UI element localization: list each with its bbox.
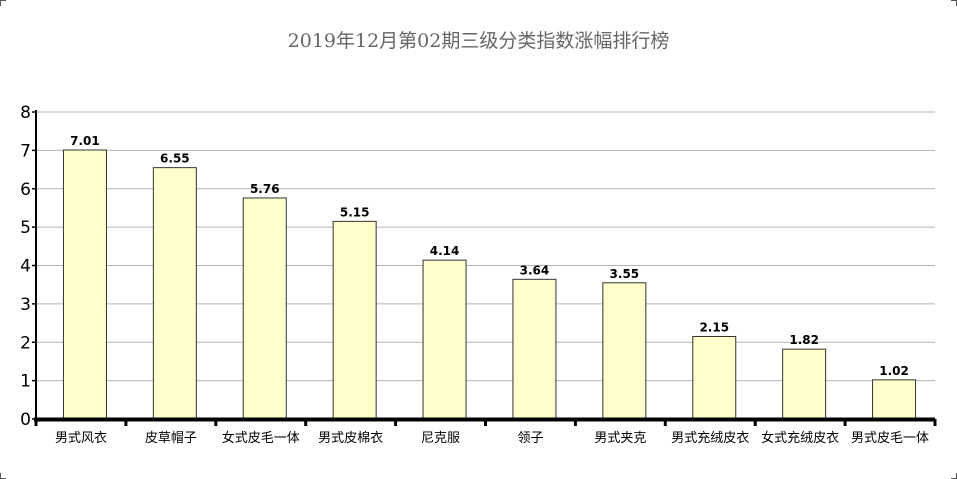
x-tick-label: 男式皮棉衣 (318, 430, 383, 446)
bar-0 (62, 149, 107, 420)
x-tick-label: 女式皮毛一体 (222, 430, 300, 446)
data-label: 5.15 (340, 205, 370, 219)
data-label: 7.01 (70, 134, 100, 148)
y-tick-label: 0 (20, 410, 31, 430)
y-tick-label: 4 (20, 257, 31, 277)
bar-9 (872, 379, 917, 420)
y-tick-label: 2 (20, 333, 31, 353)
x-tick-label: 男式皮毛一体 (851, 431, 929, 446)
data-label: 2.15 (699, 320, 729, 334)
bar-4 (422, 259, 467, 420)
x-tick-label: 女式充绒皮衣 (761, 430, 839, 446)
x-tick-label: 皮草帽子 (145, 430, 197, 446)
bar-5 (512, 278, 557, 420)
x-tick-label: 尼克服 (421, 431, 460, 446)
y-tick-label: 3 (20, 295, 31, 315)
data-label: 1.02 (879, 364, 909, 378)
data-label: 5.76 (250, 182, 280, 196)
y-tick-label: 1 (20, 372, 31, 392)
bars (62, 149, 917, 420)
bar-3 (332, 220, 377, 420)
bar-7 (692, 335, 737, 420)
x-tick-label: 领子 (517, 431, 543, 446)
data-label: 6.55 (160, 152, 190, 166)
axes (32, 110, 937, 426)
y-tick-label: 6 (20, 180, 31, 200)
y-tick-label: 7 (20, 141, 31, 161)
x-tick-label: 男式充绒皮衣 (671, 430, 749, 446)
labels: 0 1 2 3 4 5 6 7 8 7.01 男式风衣 6.55 皮草帽子 5.76 女式皮毛一体 5.15 男… (20, 103, 929, 446)
x-tick-label: 男式风衣 (55, 430, 107, 446)
x-tick-label: 男式夹克 (594, 431, 646, 446)
bar-2 (242, 197, 287, 420)
bar-8 (782, 348, 827, 420)
data-label: 4.14 (430, 244, 460, 258)
y-tick-label: 8 (20, 103, 31, 123)
data-label: 3.64 (520, 263, 550, 277)
bar-1 (152, 167, 197, 420)
y-tick-label: 5 (20, 218, 31, 238)
bar-6 (602, 282, 647, 420)
data-label: 1.82 (789, 333, 819, 347)
data-label: 3.55 (610, 267, 640, 281)
chart-title: 2019年12月第02期三级分类指数涨幅排行榜 (287, 30, 670, 52)
